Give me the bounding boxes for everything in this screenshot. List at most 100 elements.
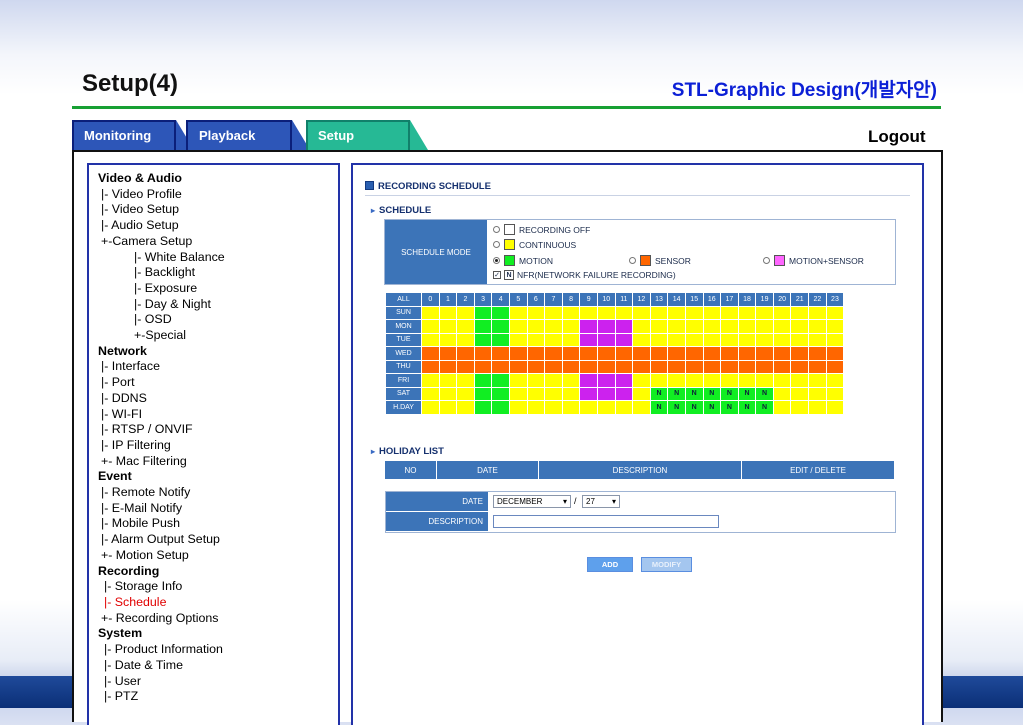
schedule-cell[interactable] [561,359,581,374]
month-select[interactable]: DECEMBER ▾ [493,495,571,508]
grid-hour-header[interactable]: 2 [456,292,475,307]
schedule-cell[interactable] [473,359,493,374]
schedule-cell[interactable] [790,386,810,401]
menu-item[interactable]: +- Motion Setup [101,547,189,562]
schedule-cell[interactable] [526,346,546,361]
schedule-cell[interactable] [808,386,827,401]
schedule-cell[interactable] [473,319,493,334]
schedule-cell[interactable] [491,319,510,334]
schedule-cell[interactable] [755,332,774,347]
schedule-cell[interactable] [790,400,810,415]
schedule-cell[interactable] [508,332,528,347]
schedule-cell[interactable] [491,400,510,415]
schedule-cell[interactable] [561,386,581,401]
schedule-cell[interactable] [825,346,845,361]
schedule-cell[interactable] [438,373,458,388]
schedule-cell[interactable] [596,386,616,401]
schedule-cell[interactable] [632,332,651,347]
schedule-cell[interactable]: N [649,400,669,415]
schedule-cell[interactable] [632,386,651,401]
schedule-cell[interactable] [772,305,792,320]
grid-hour-header[interactable]: 23 [825,292,845,307]
schedule-cell[interactable] [456,359,475,374]
schedule-cell[interactable]: N [702,386,722,401]
day-select[interactable]: 27 ▾ [582,495,620,508]
menu-item[interactable]: +-Special [134,328,187,343]
grid-day-header[interactable]: MON [385,319,422,334]
schedule-cell[interactable] [755,319,774,334]
schedule-cell[interactable] [667,332,686,347]
schedule-cell[interactable] [684,373,704,388]
menu-section[interactable]: Network [98,343,147,358]
schedule-cell[interactable] [790,373,810,388]
schedule-cell[interactable] [526,373,546,388]
schedule-cell[interactable] [421,332,440,347]
schedule-cell[interactable] [632,319,651,334]
modify-button[interactable]: MODIFY [641,557,692,572]
schedule-cell[interactable] [808,319,827,334]
schedule-cell[interactable] [544,373,563,388]
schedule-cell[interactable] [526,319,546,334]
schedule-cell[interactable] [720,346,739,361]
menu-item[interactable]: |- E-Mail Notify [101,500,183,515]
schedule-cell[interactable] [508,373,528,388]
menu-item[interactable]: |- WI-FI [101,406,143,421]
schedule-cell[interactable] [438,386,458,401]
schedule-cell[interactable]: N [720,400,739,415]
schedule-cell[interactable] [825,386,845,401]
menu-item[interactable]: |- Port [101,375,135,390]
schedule-cell[interactable] [438,319,458,334]
menu-item[interactable]: |- OSD [134,312,172,327]
schedule-cell[interactable]: N [755,400,774,415]
schedule-cell[interactable] [544,359,563,374]
grid-hour-header[interactable]: 20 [772,292,792,307]
schedule-cell[interactable] [667,373,686,388]
schedule-cell[interactable] [772,386,792,401]
schedule-cell[interactable] [684,332,704,347]
radio-motion-sensor[interactable] [763,257,770,264]
schedule-cell[interactable] [456,305,475,320]
menu-item[interactable]: |- PTZ [104,689,139,704]
add-button[interactable]: ADD [587,557,633,572]
menu-item[interactable]: |- User [104,673,141,688]
schedule-cell[interactable] [720,305,739,320]
schedule-cell[interactable] [825,332,845,347]
schedule-cell[interactable] [544,319,563,334]
radio-motion[interactable] [493,257,500,264]
menu-item[interactable]: |- Product Information [104,642,223,657]
grid-hour-header[interactable]: 13 [649,292,669,307]
schedule-cell[interactable] [808,305,827,320]
schedule-cell[interactable] [526,332,546,347]
schedule-cell[interactable] [526,305,546,320]
menu-item[interactable]: |- Remote Notify [101,485,191,500]
schedule-cell[interactable] [421,346,440,361]
schedule-cell[interactable]: N [684,400,704,415]
schedule-cell[interactable] [561,305,581,320]
menu-item[interactable]: +- Recording Options [101,610,219,625]
schedule-cell[interactable] [438,346,458,361]
grid-hour-header[interactable]: 17 [720,292,739,307]
schedule-cell[interactable] [737,359,757,374]
menu-item[interactable]: |- Date & Time [104,657,183,672]
schedule-cell[interactable] [491,305,510,320]
schedule-cell[interactable] [720,373,739,388]
radio-continuous[interactable] [493,241,500,248]
grid-day-header[interactable]: SUN [385,305,422,320]
schedule-cell[interactable] [790,346,810,361]
schedule-cell[interactable] [544,332,563,347]
schedule-cell[interactable] [596,359,616,374]
mode-option-nfr[interactable]: ✓ N NFR(NETWORK FAILURE RECORDING) [493,270,676,280]
tab-setup[interactable]: Setup [306,120,410,150]
schedule-cell[interactable] [737,332,757,347]
schedule-cell[interactable] [720,359,739,374]
schedule-cell[interactable] [614,373,634,388]
schedule-cell[interactable] [720,319,739,334]
schedule-cell[interactable] [456,319,475,334]
schedule-cell[interactable] [825,305,845,320]
schedule-cell[interactable] [561,373,581,388]
schedule-cell[interactable] [825,373,845,388]
menu-section[interactable]: Recording [98,563,160,578]
schedule-cell[interactable] [632,373,651,388]
schedule-cell[interactable] [579,305,598,320]
schedule-cell[interactable] [596,346,616,361]
